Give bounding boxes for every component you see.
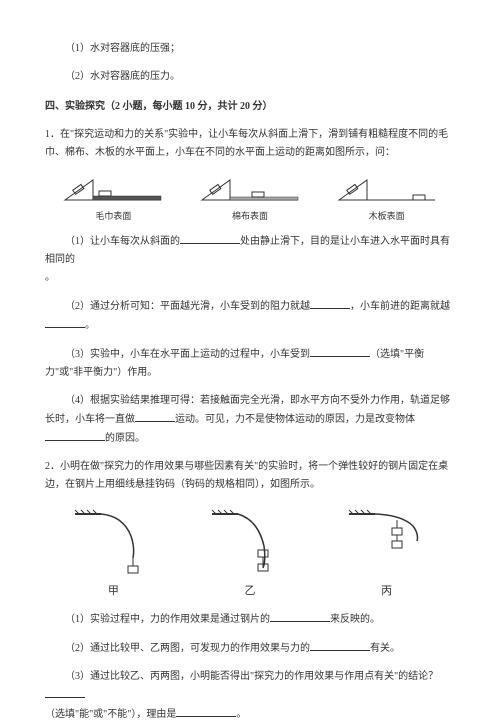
ramp-cloth-icon <box>200 174 300 206</box>
q1p4-text-c: 的原因。 <box>105 433 145 444</box>
q1-part2: （2）通过分析可知：平面越光滑，小车受到的阻力就越 ，小车前进的距离就越。 <box>45 297 455 335</box>
q2-figure-row: 甲 乙 丙 <box>45 506 455 602</box>
q2-part1: （1）实验过程中，力的作用效果是通过钢片的 来反映的。 <box>45 610 455 629</box>
blank <box>310 639 370 651</box>
blank <box>45 686 85 698</box>
q1p4-text-b: 运动。可见，力不是使物体运动的原因，力是改变物体 <box>175 414 415 425</box>
q1-figure-row: 毛巾表面 棉布表面 木板表面 <box>45 174 455 224</box>
spring-jia-icon <box>73 506 153 581</box>
q2p3-text-c: 。 <box>236 709 246 720</box>
q2p1-text-a: （1）实验过程中，力的作用效果是通过钢片的 <box>65 614 270 625</box>
q2-part2: （2）通过比较甲、乙两图，可发现力的作用效果与力的 有关。 <box>45 639 455 658</box>
blank <box>45 316 85 328</box>
spring-a: 甲 <box>73 506 153 602</box>
surface-a-label: 毛巾表面 <box>95 208 131 224</box>
blank <box>180 232 240 244</box>
q1p1-text-a: （1）让小车每次从斜面的 <box>65 236 180 247</box>
q2p2-text-b: 有关。 <box>370 643 400 654</box>
q2-part3: （3）通过比较乙、丙两图，小明能否得出"探究力的作用效果与作用点有关"的结论？ （… <box>45 668 455 724</box>
q2p3-text-b: （选填"能"或"不能"），理由是 <box>45 709 176 720</box>
q1p2-text-a: （2）通过分析可知：平面越光滑，小车受到的阻力就越 <box>65 301 310 312</box>
section4-title: 四、实验探究（2 小题，每小题 10 分，共计 20 分） <box>45 98 455 116</box>
prev-question-part1: （1）水对容器底的压强； <box>45 40 455 58</box>
surface-b: 棉布表面 <box>200 174 300 224</box>
q1p2-text-c: 。 <box>85 320 95 331</box>
q1-intro: 1．在"探究运动和力的关系"实验中，让小车每次从斜面上滑下，滑到铺有粗糙程度不同… <box>45 126 455 162</box>
blank <box>135 410 175 422</box>
spring-yi-icon <box>210 506 290 581</box>
spring-bing-icon <box>347 506 427 581</box>
blank <box>45 429 105 441</box>
q1-part3: （3）实验中，小车在水平面上运动的过程中，小车受到（选填"平衡力"或"非平衡力"… <box>45 345 455 382</box>
spring-a-label: 甲 <box>108 582 119 602</box>
blank <box>310 345 370 357</box>
q1-part1: （1）让小车每次从斜面的处由静止滑下，目的是让小车进入水平面时具有相同的。 <box>45 232 455 287</box>
blank <box>310 297 350 309</box>
q1p3-text-a: （3）实验中，小车在水平面上运动的过程中，小车受到 <box>65 349 310 360</box>
q2p1-text-b: 来反映的。 <box>330 614 380 625</box>
q2p2-text-a: （2）通过比较甲、乙两图，可发现力的作用效果与力的 <box>65 643 310 654</box>
spring-c-label: 丙 <box>381 582 392 602</box>
surface-c-label: 木板表面 <box>369 208 405 224</box>
spring-b-label: 乙 <box>244 582 255 602</box>
prev-question-part2: （2）水对容器底的压力。 <box>45 68 455 86</box>
spring-c: 丙 <box>347 506 427 602</box>
surface-b-label: 棉布表面 <box>232 208 268 224</box>
q2p3-text-a: （3）通过比较乙、丙两图，小明能否得出"探究力的作用效果与作用点有关"的结论？ <box>65 671 438 682</box>
q1p2-text-b: ，小车前进的距离就越 <box>350 301 450 312</box>
q1-part4: （4）根据实验结果推理可得：若接触面完全光滑，即水平方向不受外力作用，轨道足够长… <box>45 392 455 448</box>
ramp-wood-icon <box>337 174 437 206</box>
surface-c: 木板表面 <box>337 174 437 224</box>
q1p1-text-c: 。 <box>45 272 55 283</box>
spring-b: 乙 <box>210 506 290 602</box>
ramp-towel-icon <box>63 174 163 206</box>
q2-intro: 2．小明在做"探究力的作用效果与哪些因素有关"的实验时，将一个弹性较好的钢片固定… <box>45 458 455 494</box>
blank <box>270 610 330 622</box>
surface-a: 毛巾表面 <box>63 174 163 224</box>
